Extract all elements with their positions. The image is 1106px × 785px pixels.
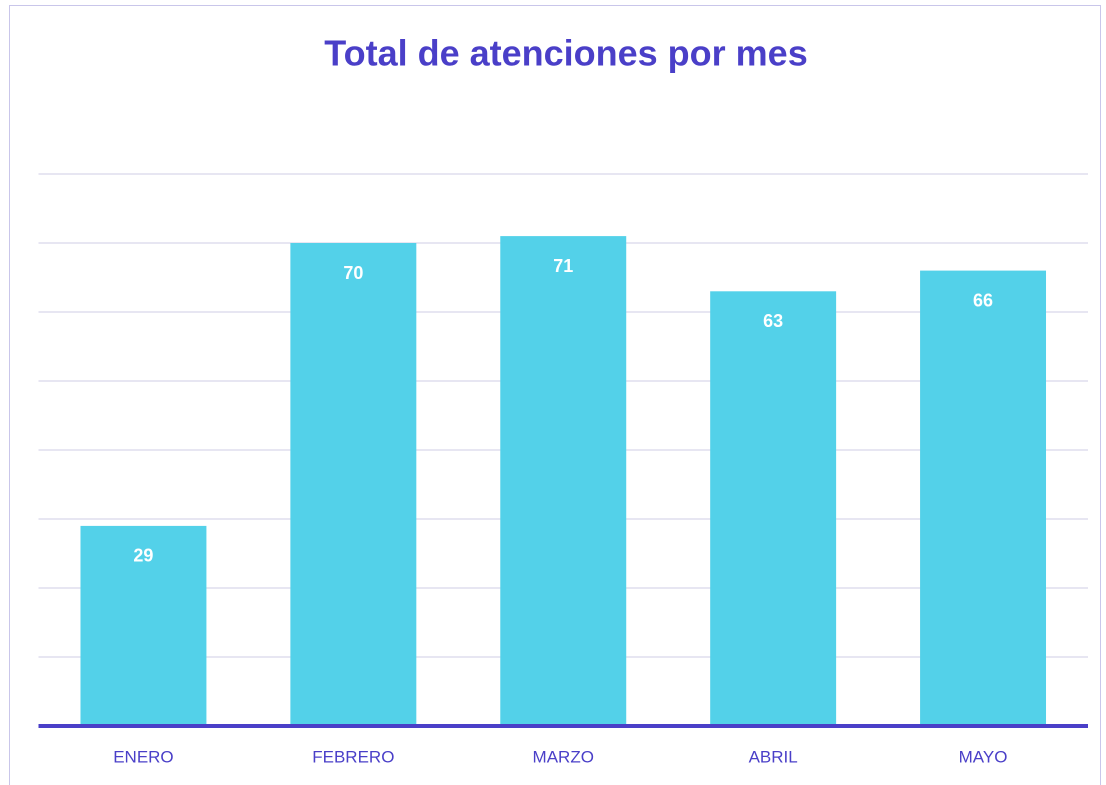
bar [920, 270, 1047, 726]
x-tick-label: MAYO [959, 747, 1008, 766]
chart-title: Total de atenciones por mes [324, 33, 807, 74]
bar [80, 525, 207, 726]
value-label: 63 [763, 311, 783, 331]
value-label: 71 [553, 256, 573, 276]
bar [710, 291, 837, 726]
value-label: 29 [133, 546, 153, 566]
x-tick-label: ENERO [113, 747, 173, 766]
bar [290, 243, 417, 726]
x-tick-label: MARZO [533, 747, 594, 766]
x-tick-label: ABRIL [749, 747, 798, 766]
card-frame [9, 5, 1101, 785]
bar [500, 236, 627, 726]
value-label: 70 [343, 263, 363, 283]
value-label: 66 [973, 290, 993, 310]
x-tick-label: FEBRERO [312, 747, 394, 766]
